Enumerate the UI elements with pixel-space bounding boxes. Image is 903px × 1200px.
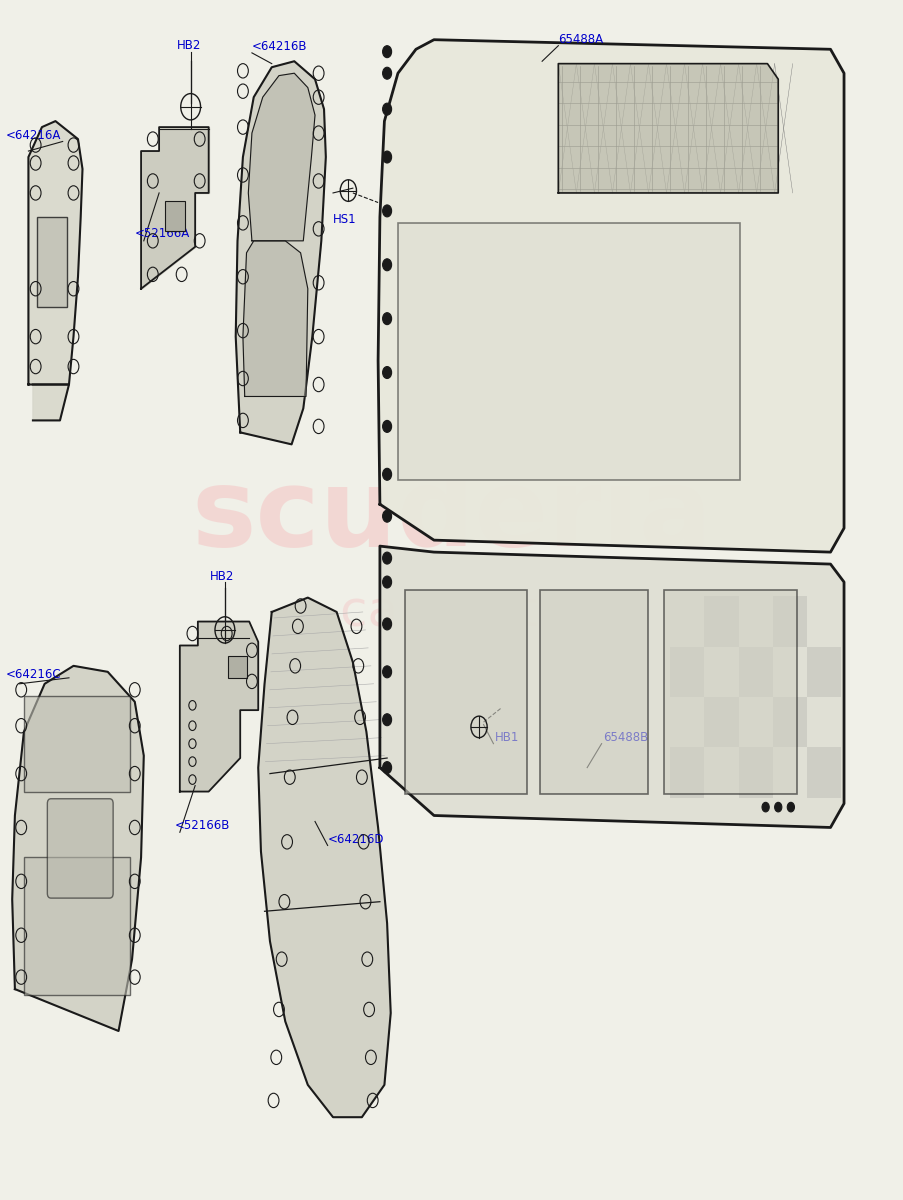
Bar — [23, 858, 130, 995]
Circle shape — [382, 259, 391, 271]
Polygon shape — [141, 127, 209, 289]
Circle shape — [382, 151, 391, 163]
Polygon shape — [248, 73, 314, 241]
Bar — [397, 223, 740, 480]
Polygon shape — [558, 64, 777, 193]
Bar — [669, 748, 703, 798]
Polygon shape — [28, 121, 82, 384]
Circle shape — [382, 313, 391, 325]
Text: HS1: HS1 — [332, 212, 357, 226]
Circle shape — [382, 762, 391, 774]
Bar — [703, 596, 738, 647]
Text: 65488A: 65488A — [558, 34, 603, 46]
Polygon shape — [243, 241, 307, 396]
Text: scuderia: scuderia — [191, 463, 712, 569]
Bar — [663, 590, 796, 794]
Text: 65488B: 65488B — [602, 731, 648, 744]
Circle shape — [787, 803, 794, 812]
Polygon shape — [12, 666, 144, 1031]
FancyBboxPatch shape — [47, 799, 113, 898]
Polygon shape — [236, 61, 325, 444]
Circle shape — [382, 618, 391, 630]
Bar — [772, 596, 806, 647]
Bar — [540, 590, 647, 794]
Circle shape — [761, 803, 768, 812]
Bar — [806, 647, 841, 697]
Text: car parts: car parts — [340, 588, 563, 636]
Circle shape — [382, 666, 391, 678]
Circle shape — [382, 46, 391, 58]
Bar — [669, 647, 703, 697]
Polygon shape — [377, 40, 843, 552]
Circle shape — [382, 510, 391, 522]
Bar — [228, 656, 247, 678]
Circle shape — [382, 552, 391, 564]
Text: <52166A: <52166A — [135, 227, 190, 240]
Circle shape — [382, 366, 391, 378]
Text: <64216A: <64216A — [6, 128, 61, 142]
Circle shape — [382, 576, 391, 588]
Bar — [37, 217, 67, 307]
Bar — [806, 748, 841, 798]
Circle shape — [382, 67, 391, 79]
Bar — [738, 748, 772, 798]
Text: <64216D: <64216D — [327, 833, 384, 846]
Polygon shape — [33, 384, 69, 420]
Text: <64216C: <64216C — [6, 667, 61, 680]
Bar — [772, 697, 806, 748]
Circle shape — [382, 205, 391, 217]
Bar — [703, 697, 738, 748]
Text: HB2: HB2 — [209, 570, 234, 582]
Polygon shape — [258, 598, 390, 1117]
Text: HB2: HB2 — [176, 40, 200, 52]
Bar — [405, 590, 526, 794]
Circle shape — [382, 103, 391, 115]
Text: <52166B: <52166B — [174, 818, 229, 832]
Bar — [738, 647, 772, 697]
Text: <64216B: <64216B — [252, 41, 307, 53]
Polygon shape — [379, 546, 843, 828]
Polygon shape — [180, 622, 258, 792]
Bar — [23, 696, 130, 792]
Circle shape — [382, 420, 391, 432]
Circle shape — [774, 803, 781, 812]
Text: HB1: HB1 — [495, 731, 519, 744]
Circle shape — [382, 714, 391, 726]
Circle shape — [382, 468, 391, 480]
Bar — [165, 202, 185, 232]
